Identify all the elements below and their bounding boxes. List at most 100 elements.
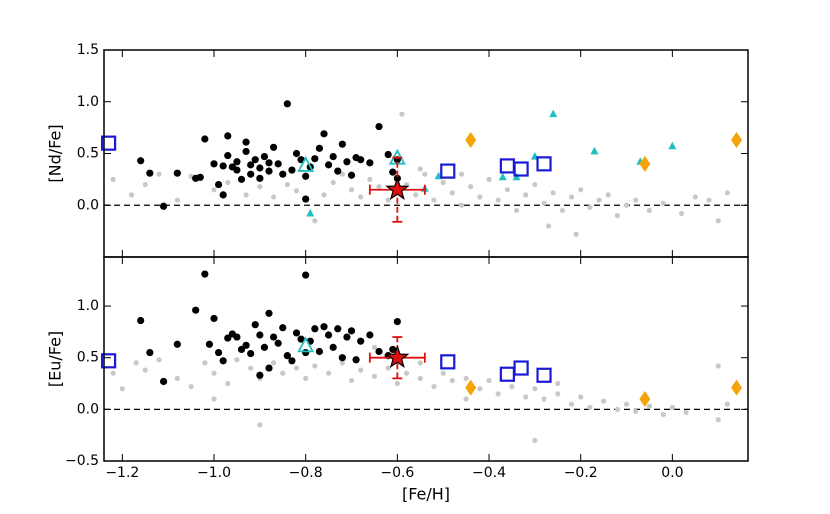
point [100, 353, 117, 369]
point [270, 360, 277, 366]
point [394, 380, 400, 387]
y-tick-label: 1.0 [77, 298, 99, 314]
axes-frame [103, 256, 749, 462]
point [142, 367, 148, 373]
point [159, 377, 168, 386]
point [532, 181, 538, 188]
point [329, 153, 337, 161]
point [256, 331, 264, 339]
point [214, 180, 223, 189]
point [389, 345, 397, 354]
point [375, 122, 383, 131]
point [260, 153, 269, 161]
y-tick-label: 1.5 [77, 42, 99, 58]
point [541, 200, 547, 206]
point [188, 384, 194, 390]
point [302, 172, 310, 180]
point [477, 194, 483, 200]
x-tick-label: −0.6 [380, 465, 414, 481]
point [219, 191, 227, 199]
point [110, 176, 116, 182]
point [219, 357, 227, 365]
point [320, 130, 328, 138]
point [265, 167, 273, 175]
point [142, 181, 148, 188]
point [513, 161, 529, 177]
point [247, 161, 255, 169]
x-tick-label: −0.2 [564, 465, 598, 481]
point [715, 417, 721, 423]
point [550, 190, 556, 196]
point [233, 158, 241, 166]
point [646, 207, 653, 214]
point [338, 354, 346, 362]
point [463, 375, 469, 381]
point [358, 194, 364, 200]
point [284, 181, 290, 188]
point [242, 147, 250, 156]
point [468, 184, 474, 190]
y-tick-label: 0.0 [77, 197, 99, 213]
point [205, 340, 214, 348]
point [330, 179, 336, 186]
y-axis-label: [Eu/Fe] [46, 331, 65, 387]
point [100, 135, 117, 151]
point [297, 336, 315, 353]
point [573, 231, 579, 237]
point [678, 210, 685, 217]
point [417, 166, 423, 172]
point [633, 408, 639, 415]
point [265, 159, 273, 167]
point [260, 343, 269, 351]
axes-frame [103, 49, 749, 258]
point [536, 367, 552, 383]
point [339, 360, 345, 366]
point [315, 347, 324, 356]
point [440, 370, 446, 376]
point [347, 171, 356, 179]
point [247, 349, 255, 358]
point [633, 197, 639, 203]
point [312, 363, 318, 369]
x-tick-label: −1.2 [105, 465, 139, 481]
point [614, 406, 620, 412]
point [288, 166, 296, 174]
y-tick-label: 0.0 [77, 401, 99, 417]
point [156, 357, 162, 363]
point [137, 157, 145, 165]
point [224, 151, 232, 160]
point [339, 171, 345, 177]
point [192, 306, 200, 314]
point [715, 218, 721, 224]
point [513, 360, 529, 376]
point [269, 143, 278, 151]
point [211, 396, 217, 402]
point [706, 197, 712, 203]
point [375, 347, 383, 356]
point [486, 377, 492, 384]
point [646, 403, 653, 409]
x-tick-label: −0.8 [289, 465, 323, 481]
point [465, 379, 477, 396]
point [348, 377, 355, 384]
point [385, 197, 391, 203]
point [242, 341, 250, 349]
x-tick-label: 0.0 [661, 465, 683, 481]
point [233, 166, 241, 174]
point [499, 158, 515, 174]
point [614, 213, 620, 219]
point [256, 164, 264, 172]
point [724, 401, 730, 407]
point [251, 156, 259, 164]
point [225, 380, 231, 387]
point [224, 334, 232, 342]
point [237, 175, 246, 183]
point [248, 365, 254, 371]
point [280, 370, 286, 376]
point [578, 187, 584, 193]
point [265, 364, 273, 372]
point [211, 187, 217, 193]
point [234, 357, 240, 363]
point [366, 159, 374, 167]
point [334, 167, 342, 175]
